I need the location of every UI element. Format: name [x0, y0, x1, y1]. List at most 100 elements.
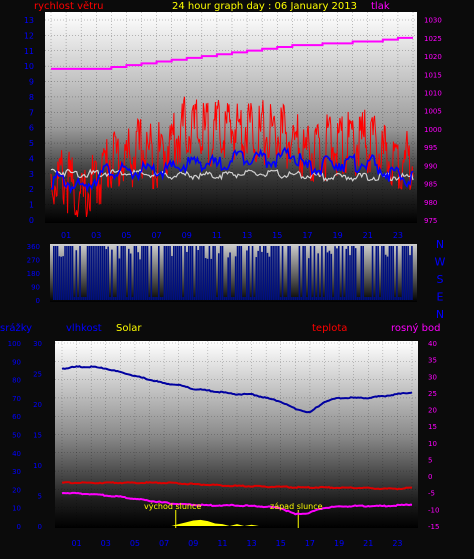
degree-tick-label: 180 — [27, 270, 40, 278]
direction-bar — [398, 297, 400, 300]
temperature-tick-label: -10 — [428, 506, 439, 514]
direction-bar — [68, 246, 70, 300]
pressure-tick-label: 1020 — [424, 53, 442, 61]
direction-bar — [199, 246, 201, 300]
direction-bar — [287, 246, 289, 300]
direction-bar — [302, 246, 304, 300]
hour-tick-label: 03 — [91, 231, 101, 240]
direction-bar — [206, 258, 209, 300]
direction-bar — [188, 246, 190, 300]
direction-bar — [283, 297, 286, 300]
direction-bar — [373, 297, 376, 300]
wind-speed-tick-label: 1 — [29, 201, 34, 210]
rain-tick-label: 0 — [17, 523, 21, 531]
temperature-tick-label: 30 — [428, 373, 437, 381]
direction-bar — [384, 254, 387, 300]
direction-bar — [174, 246, 177, 300]
pressure-tick-label: 980 — [424, 199, 437, 207]
direction-bar — [354, 248, 357, 300]
temperature-ticks: -15 -10 -5 0 5 10 15 20 25 30 35 40 — [428, 340, 439, 531]
direction-bar — [253, 297, 256, 300]
direction-bar — [208, 246, 211, 300]
direction-bar — [381, 246, 383, 300]
direction-bar — [163, 246, 166, 300]
direction-bar — [242, 297, 244, 300]
direction-bar — [154, 297, 156, 300]
dewpoint-axis-label: rosný bod — [391, 322, 440, 334]
direction-bar — [379, 297, 381, 300]
direction-bar — [403, 246, 406, 300]
solar-axis-label: Solar — [116, 323, 142, 334]
direction-bar — [204, 258, 207, 300]
pressure-tick-label: 1010 — [424, 90, 442, 98]
direction-bar — [167, 246, 169, 300]
direction-bar — [407, 246, 409, 300]
direction-bar — [236, 246, 239, 300]
direction-bar — [259, 246, 261, 300]
humidity-tick-label: 10 — [33, 462, 42, 470]
hour-tick-label: 01 — [61, 231, 71, 240]
direction-bar — [148, 297, 151, 300]
direction-bars — [53, 246, 413, 300]
humidity-axis-label: vlhkost — [66, 323, 102, 334]
temperature-hour-ticks: 01 03 05 07 09 11 13 15 17 19 21 23 — [71, 539, 402, 548]
direction-bar — [293, 297, 295, 300]
direction-bar — [261, 251, 263, 300]
direction-bar — [120, 246, 123, 300]
direction-bar — [189, 246, 192, 300]
direction-bar — [99, 246, 102, 300]
temperature-tick-label: 25 — [428, 390, 437, 398]
humidity-tick-label: 20 — [33, 401, 42, 409]
temperature-tick-label: 0 — [428, 473, 432, 481]
rain-tick-label: 20 — [12, 486, 21, 494]
direction-bar — [396, 246, 398, 300]
direction-bar — [244, 297, 246, 300]
direction-bar — [264, 246, 267, 300]
direction-bar — [203, 246, 205, 300]
rain-axis-label: srážky — [0, 322, 32, 334]
direction-bar — [150, 246, 153, 300]
direction-bar — [272, 246, 274, 300]
hour-tick-label: 19 — [332, 231, 342, 240]
direction-bar — [371, 246, 374, 300]
direction-bar — [128, 248, 130, 300]
sunrise-label: východ slunce — [144, 502, 201, 511]
pressure-tick-label: 1030 — [424, 17, 442, 25]
direction-bar — [180, 246, 183, 300]
pressure-ticks: 975 980 985 990 995 1000 1005 1010 1015 1020 1025 1… — [424, 17, 442, 225]
direction-bar — [375, 246, 378, 300]
direction-bar — [54, 246, 57, 300]
pressure-tick-label: 1005 — [424, 108, 442, 116]
direction-bar — [98, 246, 100, 300]
direction-bar — [311, 297, 314, 300]
direction-bar — [377, 246, 379, 300]
temperature-grid — [55, 341, 418, 528]
wind-speed-tick-label: 9 — [29, 78, 34, 87]
direction-bar — [278, 246, 280, 300]
direction-bar — [158, 246, 160, 300]
direction-bar — [300, 297, 303, 300]
direction-bar — [124, 246, 126, 300]
direction-bar — [347, 246, 349, 300]
direction-bar — [103, 246, 106, 300]
rain-tick-label: 40 — [12, 450, 21, 458]
rain-tick-label: 60 — [12, 413, 21, 421]
direction-bar — [308, 258, 310, 300]
temperature-tick-label: -5 — [428, 490, 435, 498]
direction-bar — [339, 297, 342, 300]
direction-bar — [111, 249, 113, 300]
direction-bar — [223, 297, 226, 300]
hour-tick-label: 09 — [188, 539, 198, 548]
direction-bar — [276, 246, 278, 300]
direction-bar — [409, 255, 411, 300]
direction-bar — [156, 297, 158, 300]
wind-speed-tick-label: 0 — [29, 216, 34, 225]
direction-bar — [328, 250, 331, 300]
direction-bar — [195, 246, 198, 300]
degree-tick-label: 270 — [27, 257, 40, 265]
temperature-axis-label: teplota — [312, 323, 347, 334]
direction-bar — [201, 246, 203, 300]
humidity-tick-label: 0 — [38, 523, 42, 531]
direction-bar — [182, 297, 184, 300]
